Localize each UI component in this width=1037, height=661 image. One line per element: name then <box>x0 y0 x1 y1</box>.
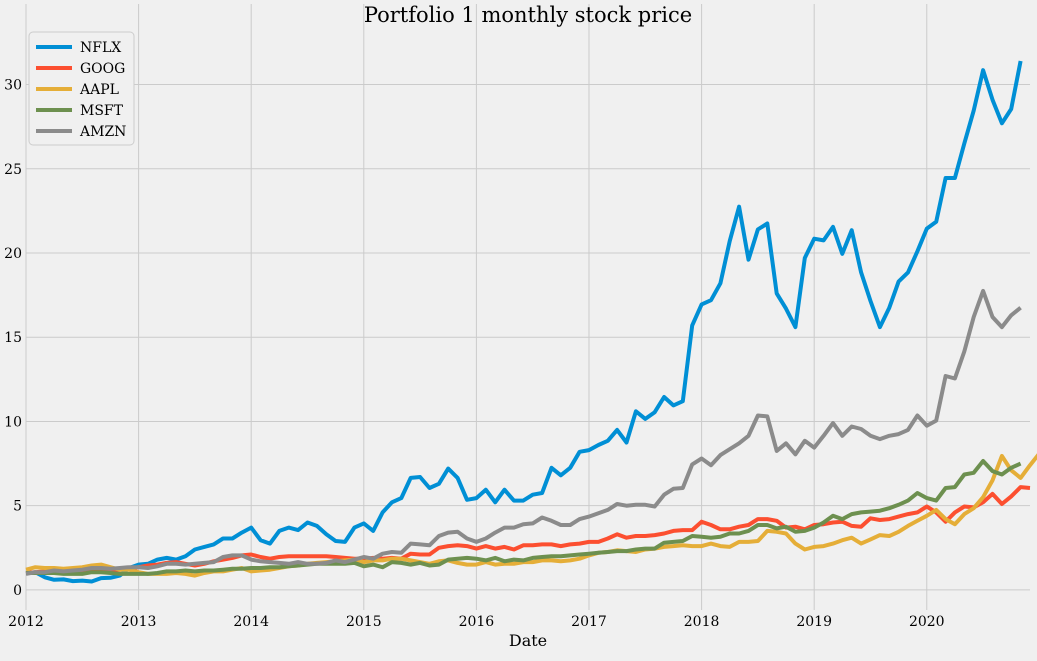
legend-label-nflx: NFLX <box>80 40 121 56</box>
legend-label-aapl: AAPL <box>79 82 119 98</box>
y-tick-label: 15 <box>4 330 22 346</box>
y-tick-label: 30 <box>4 78 22 94</box>
x-tick-label: 2018 <box>684 614 720 630</box>
series-line-aapl <box>25 453 1037 578</box>
y-tick-label: 20 <box>4 246 22 262</box>
legend-label-goog: GOOG <box>80 61 125 77</box>
series-lines <box>25 60 1037 584</box>
y-tick-label: 25 <box>4 162 22 178</box>
x-tick-label: 2019 <box>796 614 832 630</box>
y-tick-label: 5 <box>13 499 22 515</box>
x-tick-label: 2013 <box>121 614 157 630</box>
x-tick-label: 2017 <box>571 614 607 630</box>
x-tick-label: 2020 <box>909 614 945 630</box>
x-tick-label: 2015 <box>346 614 382 630</box>
gridlines <box>25 4 1030 610</box>
legend-items: NFLX GOOG AAPL MSFT AMZN <box>36 40 126 140</box>
series-line-nflx <box>25 60 1023 584</box>
y-tick-label: 0 <box>13 583 22 599</box>
x-axis-title: Date <box>509 631 547 650</box>
series-line-amzn <box>25 288 1022 576</box>
series-line-msft <box>26 459 1022 576</box>
legend-label-msft: MSFT <box>80 103 124 119</box>
y-tick-label: 10 <box>4 414 22 430</box>
x-tick-label: 2016 <box>459 614 495 630</box>
x-tick-label: 2012 <box>8 614 44 630</box>
legend-label-amzn: AMZN <box>79 124 126 140</box>
x-tick-label: 2014 <box>233 614 269 630</box>
legend-box <box>28 31 135 146</box>
chart-title: Portfolio 1 monthly stock price <box>364 3 692 27</box>
tick-labels: 0 5 10 15 20 25 30 2012 2013 2014 2015 2016 2017 2018… <box>4 78 944 630</box>
legend: NFLX GOOG AAPL MSFT AMZN <box>28 31 135 146</box>
